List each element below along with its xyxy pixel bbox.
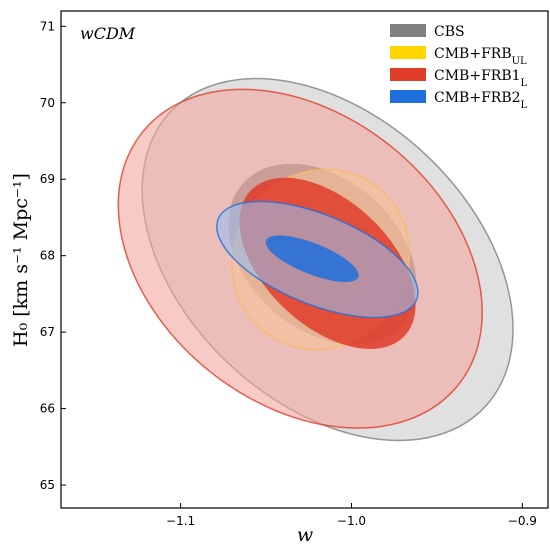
- axes-layer: −1.1 −1.0 −0.9 65 66 67 68 69 70 71: [40, 19, 537, 528]
- legend-swatch: [390, 90, 426, 103]
- y-tick-label: 67: [40, 325, 55, 339]
- legend-label: CMB+FRB2L: [434, 90, 528, 111]
- contour-layer: [117, 77, 514, 442]
- legend-label: CBS: [434, 24, 465, 40]
- model-label: wCDM: [80, 24, 136, 43]
- contour-cmb-frb2-l-1sigma: [265, 235, 359, 283]
- legend-swatch: [390, 68, 426, 81]
- x-tick-label: −0.9: [508, 514, 537, 528]
- y-tick-label: 69: [40, 172, 55, 186]
- x-tick-label: −1.0: [337, 514, 366, 528]
- y-tick-label: 70: [40, 96, 55, 110]
- y-tick-label: 68: [40, 249, 55, 263]
- legend-label: CMB+FRBUL: [434, 46, 527, 67]
- x-tick-label: −1.1: [166, 514, 195, 528]
- y-tick-label: 71: [40, 19, 55, 33]
- y-tick-label: 65: [40, 478, 55, 492]
- legend-swatch: [390, 46, 426, 59]
- y-tick-label: 66: [40, 402, 55, 416]
- y-axis-label: H₀ [km s⁻¹ Mpc⁻¹]: [10, 173, 32, 347]
- plot-frame: [60, 10, 549, 509]
- x-axis-label: w: [297, 524, 313, 546]
- legend-label: CMB+FRB1L: [434, 68, 528, 89]
- legend-swatch: [390, 24, 426, 37]
